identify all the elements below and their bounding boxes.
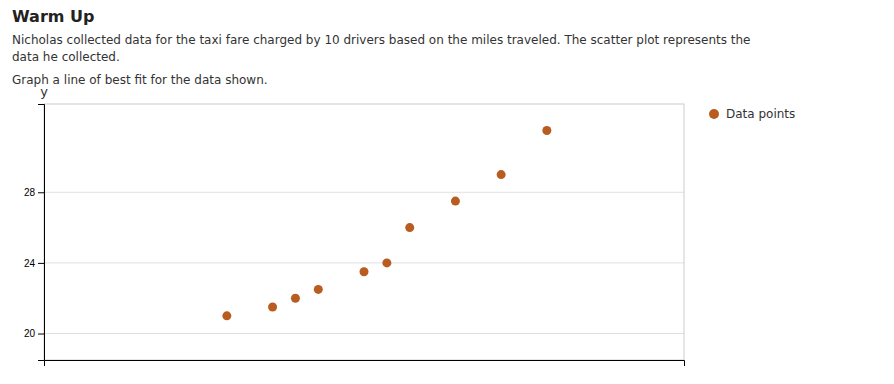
- subtitle: Nicholas collected data for the taxi far…: [12, 33, 751, 64]
- y-tick-label: 28: [24, 187, 36, 198]
- grid-line: [44, 192, 684, 193]
- point: [382, 258, 391, 267]
- y-tick-mark: [38, 334, 44, 335]
- point: [291, 294, 300, 303]
- legend-swatch: [709, 109, 719, 119]
- grid: [44, 192, 684, 333]
- annotation: Graph a line of best fit for the data sh…: [12, 73, 268, 87]
- y-tick-label: 20: [24, 328, 36, 339]
- grid-line: [44, 333, 684, 334]
- point: [360, 267, 369, 276]
- legend: Data points: [709, 107, 795, 121]
- x-axis-line: [45, 361, 685, 367]
- y-tick: 24: [24, 258, 44, 269]
- y-axis: 20 24 28: [24, 105, 45, 361]
- y-tick-mark: [38, 263, 44, 264]
- legend-item: Data points: [709, 107, 795, 121]
- y-axis-label: y: [40, 84, 48, 99]
- point: [405, 223, 414, 232]
- chart-container: Warm Up Nicholas collected data for the t…: [0, 0, 894, 384]
- y-tick-label: 24: [24, 258, 36, 269]
- y-tick-mark: [38, 192, 44, 193]
- grid-line: [44, 262, 684, 263]
- plot-area: 20 24 28 y: [24, 84, 685, 366]
- point: [222, 311, 231, 320]
- y-tick: 28: [24, 187, 44, 198]
- point: [314, 285, 323, 294]
- y-axis-line: [38, 105, 45, 361]
- point: [542, 126, 551, 135]
- x-axis: [45, 361, 685, 367]
- y-tick: 20: [24, 328, 44, 339]
- chart-svg: Warm Up Nicholas collected data for the t…: [0, 0, 894, 384]
- title: Warm Up: [12, 7, 94, 26]
- plot-frame: [44, 104, 684, 360]
- point: [268, 303, 277, 312]
- point: [451, 197, 460, 206]
- point: [497, 170, 506, 179]
- legend-label: Data points: [726, 107, 795, 121]
- marks: [222, 126, 551, 320]
